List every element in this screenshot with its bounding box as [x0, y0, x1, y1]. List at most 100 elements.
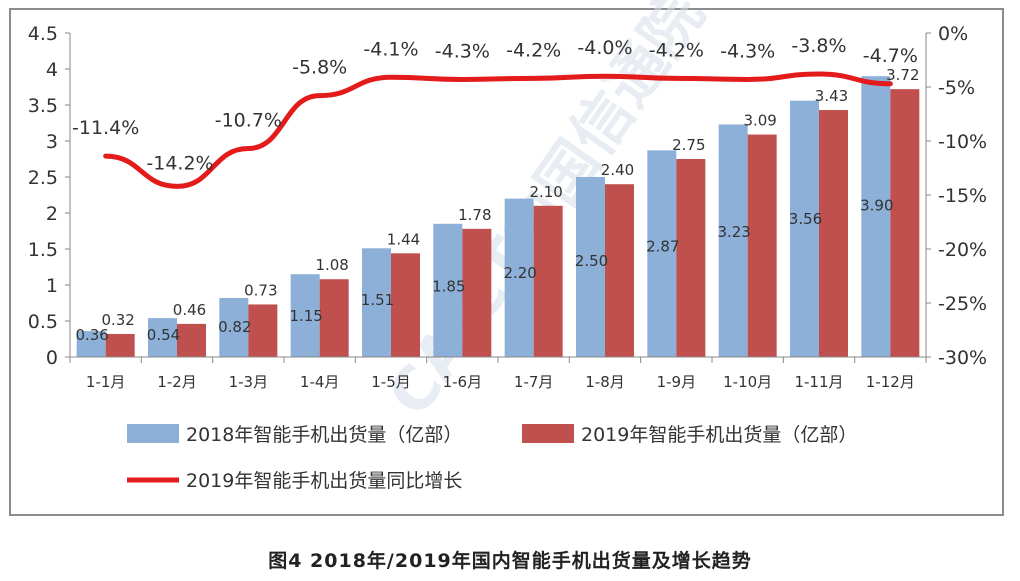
bar-2018: [647, 150, 677, 357]
bar-2019-label: 2.75: [672, 136, 705, 154]
legend-swatch-2018: [127, 424, 179, 443]
legend-label-growth: 2019年智能手机出货量同比增长: [186, 470, 462, 492]
growth-label: -4.0%: [577, 37, 632, 59]
bar-2018: [718, 124, 748, 357]
bar-2018: [433, 223, 463, 357]
growth-label: -4.3%: [720, 40, 775, 62]
bar-2019-label: 2.40: [601, 161, 634, 179]
y-left-tick-label: 3.5: [28, 95, 58, 117]
bar-2019: [605, 184, 634, 357]
x-tick-label: 1-1月: [86, 373, 126, 391]
y-right-tick-label: -5%: [938, 77, 975, 99]
growth-label: -3.8%: [791, 35, 846, 57]
bar-2019: [462, 228, 492, 357]
bar-group: [76, 76, 920, 358]
bar-2018: [861, 76, 891, 357]
y-right-tick-label: -20%: [938, 239, 987, 261]
growth-label: -11.4%: [72, 117, 139, 139]
x-tick-label: 1-6月: [443, 373, 483, 391]
bar-2019: [676, 159, 706, 357]
bar-2019: [319, 279, 349, 357]
x-tick-label: 1-11月: [794, 373, 843, 391]
y-left-tick-label: 0: [46, 347, 58, 369]
growth-label: -4.3%: [435, 40, 490, 62]
x-tick-label: 1-10月: [723, 373, 772, 391]
bar-2018: [790, 100, 819, 358]
legend-swatch-2019: [522, 424, 574, 443]
bar-2018-label: 3.56: [789, 210, 822, 228]
x-tick-label: 1-4月: [300, 373, 340, 391]
y-left-tick-label: 4: [46, 59, 58, 81]
y-right-tick-label: -15%: [938, 185, 987, 207]
x-tick-label: 1-12月: [866, 373, 915, 391]
figure-caption: 图4 2018年/2019年国内智能手机出货量及增长趋势: [268, 550, 752, 572]
bar-2019-label: 1.78: [458, 206, 491, 224]
bar-2018-label: 1.85: [432, 278, 465, 296]
chart: CAICT中国信通院 1-1月1-2月1-3月1-4月1-5月1-6月1-7月1…: [28, 0, 987, 492]
bar-2019-label: 3.09: [743, 112, 776, 130]
bar-2018: [362, 248, 391, 357]
bar-2018: [290, 274, 320, 357]
bar-2018: [219, 297, 249, 357]
y-left-tick-label: 3: [46, 131, 58, 153]
bar-2018: [76, 331, 106, 357]
bar-2018-label: 3.90: [860, 197, 893, 215]
growth-label: -4.2%: [506, 39, 561, 61]
bar-2019: [890, 89, 920, 357]
y-right-tick-label: 0%: [938, 23, 968, 45]
y-left-tick-label: 4.5: [28, 23, 58, 45]
bar-2019-label: 2.10: [529, 183, 562, 201]
bar-2018-label: 0.82: [218, 318, 251, 336]
growth-label: -4.2%: [649, 39, 704, 61]
data-labels: 0.360.32 0.54 0.46 0.82 0.73 1.15 1.08 1.51 1.44…: [72, 35, 919, 344]
bar-2018-label: 2.20: [503, 264, 536, 282]
legend-label-2019: 2019年智能手机出货量（亿部）: [581, 424, 857, 446]
growth-label: -4.1%: [363, 38, 418, 60]
bar-2018: [148, 318, 177, 357]
x-tick-label: 1-9月: [657, 373, 697, 391]
bar-2019: [248, 304, 278, 357]
bar-2018-label: 0.54: [147, 326, 180, 344]
y-right-tick-label: -30%: [938, 347, 987, 369]
bar-2018: [576, 177, 605, 357]
bar-2019-label: 3.72: [886, 66, 919, 84]
bar-2019-label: 0.73: [244, 281, 277, 299]
bar-2019: [533, 205, 563, 357]
bar-2019: [105, 333, 135, 357]
bar-2019-label: 1.08: [315, 256, 348, 274]
growth-label: -14.2%: [146, 152, 213, 174]
x-tick-label: 1-2月: [157, 373, 197, 391]
axes: 1-1月 1-2月 1-3月 1-4月 1-5月 1-6月 1-7月 1-8月 1-9月 1-10…: [28, 23, 987, 391]
bar-2019-label: 1.44: [387, 230, 420, 248]
bar-2019-label: 0.32: [101, 311, 134, 329]
y-left-tick-label: 2.5: [28, 167, 58, 189]
bar-2018: [504, 198, 534, 357]
bar-2018-label: 0.36: [75, 326, 108, 344]
bar-2019: [747, 134, 777, 357]
bar-2019: [391, 253, 420, 357]
y-left-tick-label: 2: [46, 203, 58, 225]
bar-2019: [177, 323, 206, 357]
y-left-tick-label: 1: [46, 275, 58, 297]
growth-label: -10.7%: [215, 110, 282, 132]
bar-2018-label: 1.15: [289, 307, 322, 325]
growth-line: [103, 71, 893, 189]
y-left-tick-label: 1.5: [28, 239, 58, 261]
y-right-tick-label: -25%: [938, 293, 987, 315]
growth-line-group: [103, 71, 893, 189]
bar-2018-label: 2.50: [575, 252, 608, 270]
legend: 2018年智能手机出货量（亿部） 2019年智能手机出货量（亿部） 2019年智能手…: [127, 424, 857, 492]
y-right-tick-label: -10%: [938, 131, 987, 153]
legend-label-2018: 2018年智能手机出货量（亿部）: [186, 424, 462, 446]
y-left-tick-label: 0.5: [28, 311, 58, 333]
bar-2018-label: 2.87: [646, 237, 679, 255]
x-tick-label: 1-8月: [585, 373, 625, 391]
bar-2018-label: 3.23: [717, 223, 750, 241]
x-tick-label: 1-5月: [371, 373, 411, 391]
bar-2018-label: 1.51: [361, 291, 394, 309]
growth-label: -4.7%: [863, 45, 918, 67]
bar-2019-label: 3.43: [815, 87, 848, 105]
growth-label: -5.8%: [292, 57, 347, 79]
x-tick-label: 1-7月: [514, 373, 554, 391]
bar-2019: [819, 110, 848, 357]
